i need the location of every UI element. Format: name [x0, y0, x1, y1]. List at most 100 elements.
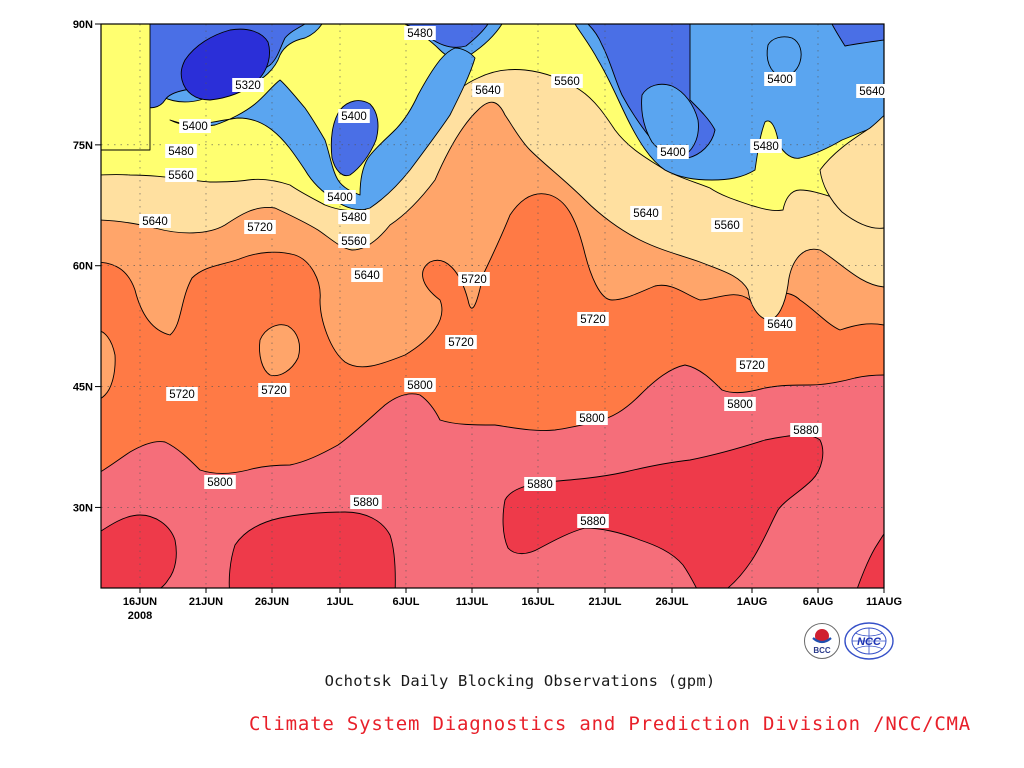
- x-tick-label: 11JUL: [456, 596, 489, 608]
- contour-label-bg: [350, 495, 382, 509]
- contour-band-gt5880: [856, 532, 884, 588]
- contour-label-bg: [577, 514, 609, 528]
- contour-label: 5720: [261, 385, 287, 397]
- contour-label-bg: [856, 84, 888, 98]
- contour-label-bg: [338, 234, 370, 248]
- contour-band-5400_5480: [169, 47, 476, 211]
- plot-frame: [100, 23, 885, 589]
- x-axis: 16JUN 21JUN 26JUN 1JUL 6JUL 11JUL 16JUL 21JUL 26…: [123, 588, 902, 622]
- x-tick-label: 1AUG: [737, 596, 768, 608]
- contour-band-5640_5720: [259, 324, 300, 377]
- contour-band-gt5880: [101, 514, 177, 588]
- contour-label: 5880: [793, 425, 819, 437]
- contour-label: 5560: [168, 170, 194, 182]
- svg-text:BCC: BCC: [813, 646, 831, 655]
- x-year-label: 2008: [128, 610, 152, 622]
- contour-label-bg: [711, 218, 743, 232]
- contour-label: 5480: [341, 212, 367, 224]
- contour-label-bg: [764, 72, 796, 86]
- contour-label-bg: [232, 78, 264, 92]
- chart-caption: Ochotsk Daily Blocking Observations (gpm…: [324, 672, 716, 690]
- contour-label: 5480: [168, 146, 194, 158]
- x-tick-label: 1JUL: [327, 596, 354, 608]
- contour-label: 5560: [341, 236, 367, 248]
- contour-label: 5400: [660, 147, 686, 159]
- y-tick-label: 30N: [73, 502, 93, 514]
- contour-label: 5480: [407, 28, 433, 40]
- x-tick-label: 26JUL: [655, 596, 688, 608]
- contour-label: 5880: [580, 516, 606, 528]
- bcc-logo: BCC: [804, 623, 840, 659]
- contour-label-bg: [750, 139, 782, 153]
- x-tick-label: 21JUL: [588, 596, 621, 608]
- contour-label-bg: [445, 335, 477, 349]
- contour-label-bg: [630, 206, 662, 220]
- contour-label-bg: [657, 145, 689, 159]
- y-tick-label: 75N: [73, 140, 93, 152]
- grid-layer: [101, 24, 884, 588]
- contour-label: 5480: [753, 141, 779, 153]
- contour-label-bg: [165, 144, 197, 158]
- contour-label-bg: [736, 358, 768, 372]
- contour-label: 5400: [182, 121, 208, 133]
- contour-band-5560_5640: [819, 114, 884, 229]
- contour-label: 5640: [859, 86, 885, 98]
- y-axis: 30N 45N 60N 75N 90N: [73, 19, 101, 514]
- contour-label: 5560: [714, 220, 740, 232]
- contour-label-layer: 5480 5560 5640 5320 5400 5400 5400 5400 5400 5480…: [139, 26, 888, 528]
- contour-band-5400_5480: [641, 83, 699, 157]
- contour-label-bg: [338, 109, 370, 123]
- contour-label-bg: [458, 272, 490, 286]
- ncc-logo: NCC: [844, 622, 894, 660]
- contour-label: 5800: [579, 413, 605, 425]
- contour-label: 5720: [247, 222, 273, 234]
- contour-label: 5400: [341, 111, 367, 123]
- contour-label-bg: [338, 210, 370, 224]
- contour-label-bg: [724, 397, 756, 411]
- contour-label-bg: [404, 26, 436, 40]
- contour-label: 5640: [475, 85, 501, 97]
- x-tick-label: 26JUN: [255, 596, 289, 608]
- contour-label-bg: [166, 387, 198, 401]
- x-tick-label: 6AUG: [803, 596, 834, 608]
- contour-label: 5320: [235, 80, 261, 92]
- contour-label: 5720: [739, 360, 765, 372]
- contour-label: 5720: [448, 337, 474, 349]
- contour-label: 5800: [207, 477, 233, 489]
- y-tick-label: 90N: [73, 19, 93, 31]
- contour-label: 5640: [767, 319, 793, 331]
- contour-label: 5720: [580, 314, 606, 326]
- contour-label: 5640: [142, 216, 168, 228]
- contour-label-bg: [179, 119, 211, 133]
- contour-label-bg: [204, 475, 236, 489]
- contour-label-bg: [551, 74, 583, 88]
- svg-text:NCC: NCC: [857, 636, 882, 648]
- contour-band-5480_5560: [101, 24, 151, 151]
- contour-label: 5640: [354, 270, 380, 282]
- contour-fill-layer: [101, 24, 884, 588]
- contour-band-gt5880: [502, 434, 824, 588]
- contour-label-bg: [576, 411, 608, 425]
- x-tick-label: 16JUL: [521, 596, 554, 608]
- contour-label: 5560: [554, 76, 580, 88]
- contour-label-bg: [139, 214, 171, 228]
- contour-label-bg: [764, 317, 796, 331]
- contour-label: 5800: [727, 399, 753, 411]
- y-tick-label: 60N: [73, 261, 93, 273]
- contour-label: 5800: [407, 380, 433, 392]
- contour-label-bg: [351, 268, 383, 282]
- contour-label-bg: [165, 168, 197, 182]
- contour-band-5400_5480: [766, 36, 802, 77]
- contour-label-bg: [524, 477, 556, 491]
- contour-label: 5400: [327, 192, 353, 204]
- x-tick-label: 21JUN: [189, 596, 223, 608]
- contour-label-bg: [258, 383, 290, 397]
- contour-band-gt5880: [228, 511, 396, 588]
- credit-caption: Climate System Diagnostics and Predictio…: [248, 713, 972, 735]
- contour-label-bg: [577, 312, 609, 326]
- contour-label-bg: [790, 423, 822, 437]
- x-tick-label: 11AUG: [866, 596, 902, 608]
- contour-label: 5720: [169, 389, 195, 401]
- contour-label: 5880: [353, 497, 379, 509]
